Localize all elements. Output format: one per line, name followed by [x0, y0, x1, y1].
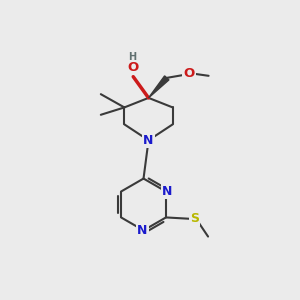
Text: H: H [129, 52, 137, 62]
Text: N: N [137, 224, 148, 237]
Text: N: N [143, 134, 154, 147]
Polygon shape [148, 76, 169, 98]
Text: O: O [183, 67, 194, 80]
Text: O: O [127, 61, 138, 74]
Text: N: N [162, 185, 172, 198]
Text: S: S [190, 212, 199, 225]
